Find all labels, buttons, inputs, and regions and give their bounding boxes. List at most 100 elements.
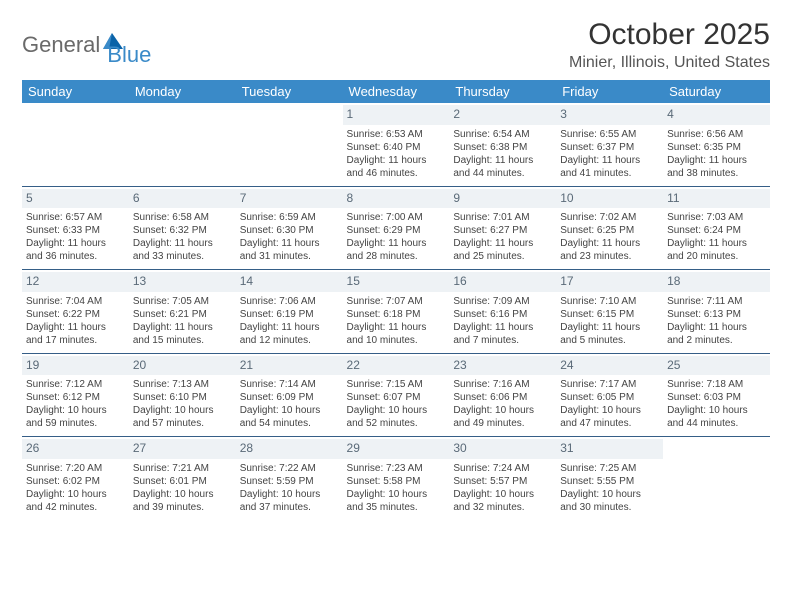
daylight-text: and 32 minutes. bbox=[453, 501, 552, 514]
sunrise-text: Sunrise: 7:02 AM bbox=[560, 211, 659, 224]
day-number: 1 bbox=[343, 105, 450, 125]
daylight-text: Daylight: 11 hours bbox=[347, 237, 446, 250]
day-cell: 6Sunrise: 6:58 AMSunset: 6:32 PMDaylight… bbox=[129, 186, 236, 270]
day-cell: 13Sunrise: 7:05 AMSunset: 6:21 PMDayligh… bbox=[129, 270, 236, 354]
sunrise-text: Sunrise: 7:15 AM bbox=[347, 378, 446, 391]
sunrise-text: Sunrise: 7:13 AM bbox=[133, 378, 232, 391]
day-cell: 7Sunrise: 6:59 AMSunset: 6:30 PMDaylight… bbox=[236, 186, 343, 270]
daylight-text: and 28 minutes. bbox=[347, 250, 446, 263]
sunset-text: Sunset: 6:40 PM bbox=[347, 141, 446, 154]
day-number: 5 bbox=[22, 189, 129, 209]
day-cell: 2Sunrise: 6:54 AMSunset: 6:38 PMDaylight… bbox=[449, 103, 556, 186]
day-cell: 23Sunrise: 7:16 AMSunset: 6:06 PMDayligh… bbox=[449, 353, 556, 437]
daylight-text: Daylight: 11 hours bbox=[133, 237, 232, 250]
day-cell: 30Sunrise: 7:24 AMSunset: 5:57 PMDayligh… bbox=[449, 437, 556, 520]
sunrise-text: Sunrise: 6:53 AM bbox=[347, 128, 446, 141]
daylight-text: Daylight: 11 hours bbox=[667, 154, 766, 167]
sunrise-text: Sunrise: 7:20 AM bbox=[26, 462, 125, 475]
daylight-text: and 33 minutes. bbox=[133, 250, 232, 263]
logo-text-blue: Blue bbox=[107, 42, 151, 68]
daylight-text: Daylight: 11 hours bbox=[453, 154, 552, 167]
daylight-text: Daylight: 10 hours bbox=[560, 404, 659, 417]
daylight-text: and 17 minutes. bbox=[26, 334, 125, 347]
day-number: 22 bbox=[343, 356, 450, 376]
daylight-text: and 7 minutes. bbox=[453, 334, 552, 347]
sunrise-text: Sunrise: 7:21 AM bbox=[133, 462, 232, 475]
sunrise-text: Sunrise: 6:58 AM bbox=[133, 211, 232, 224]
sunset-text: Sunset: 6:33 PM bbox=[26, 224, 125, 237]
sunrise-text: Sunrise: 6:59 AM bbox=[240, 211, 339, 224]
daylight-text: and 36 minutes. bbox=[26, 250, 125, 263]
dow-row: Sunday Monday Tuesday Wednesday Thursday… bbox=[22, 80, 770, 103]
day-number: 24 bbox=[556, 356, 663, 376]
day-number: 14 bbox=[236, 272, 343, 292]
sunset-text: Sunset: 6:13 PM bbox=[667, 308, 766, 321]
day-cell: 25Sunrise: 7:18 AMSunset: 6:03 PMDayligh… bbox=[663, 353, 770, 437]
week-row: 5 Sunrise: 6:57 AMSunset: 6:33 PM Daylight… bbox=[22, 186, 770, 270]
daylight-text: Daylight: 11 hours bbox=[347, 321, 446, 334]
daylight-text: Daylight: 11 hours bbox=[667, 237, 766, 250]
sunrise-text: Sunrise: 7:03 AM bbox=[667, 211, 766, 224]
daylight-text: and 31 minutes. bbox=[240, 250, 339, 263]
sunset-text: Sunset: 6:29 PM bbox=[347, 224, 446, 237]
dow-thursday: Thursday bbox=[449, 80, 556, 103]
daylight-text: and 41 minutes. bbox=[560, 167, 659, 180]
week-row: 26Sunrise: 7:20 AMSunset: 6:02 PMDayligh… bbox=[22, 437, 770, 520]
day-cell: 29Sunrise: 7:23 AMSunset: 5:58 PMDayligh… bbox=[343, 437, 450, 520]
sunset-text: Sunset: 6:01 PM bbox=[133, 475, 232, 488]
day-number: 19 bbox=[22, 356, 129, 376]
day-cell: 12Sunrise: 7:04 AMSunset: 6:22 PMDayligh… bbox=[22, 270, 129, 354]
sunset-text: Sunset: 6:03 PM bbox=[667, 391, 766, 404]
sunset-text: Sunset: 5:59 PM bbox=[240, 475, 339, 488]
sunrise-text: Sunrise: 6:56 AM bbox=[667, 128, 766, 141]
day-cell: 16Sunrise: 7:09 AMSunset: 6:16 PMDayligh… bbox=[449, 270, 556, 354]
day-number: 17 bbox=[556, 272, 663, 292]
daylight-text: and 57 minutes. bbox=[133, 417, 232, 430]
dow-sunday: Sunday bbox=[22, 80, 129, 103]
brand-logo: General Blue bbox=[22, 22, 151, 68]
day-cell: 24Sunrise: 7:17 AMSunset: 6:05 PMDayligh… bbox=[556, 353, 663, 437]
day-number: 8 bbox=[343, 189, 450, 209]
day-number: 9 bbox=[449, 189, 556, 209]
sunrise-text: Sunrise: 7:25 AM bbox=[560, 462, 659, 475]
daylight-text: Daylight: 10 hours bbox=[453, 488, 552, 501]
daylight-text: and 47 minutes. bbox=[560, 417, 659, 430]
day-number: 20 bbox=[129, 356, 236, 376]
sunset-text: Sunset: 6:19 PM bbox=[240, 308, 339, 321]
logo-text-general: General bbox=[22, 32, 100, 58]
day-cell: 10Sunrise: 7:02 AMSunset: 6:25 PMDayligh… bbox=[556, 186, 663, 270]
daylight-text: Daylight: 11 hours bbox=[560, 321, 659, 334]
daylight-text: and 23 minutes. bbox=[560, 250, 659, 263]
day-cell: 11Sunrise: 7:03 AMSunset: 6:24 PMDayligh… bbox=[663, 186, 770, 270]
daylight-text: Daylight: 11 hours bbox=[453, 237, 552, 250]
sunrise-text: Sunrise: 7:05 AM bbox=[133, 295, 232, 308]
day-cell bbox=[663, 437, 770, 520]
daylight-text: Daylight: 10 hours bbox=[26, 488, 125, 501]
sunrise-text: Sunrise: 7:06 AM bbox=[240, 295, 339, 308]
day-cell: 14Sunrise: 7:06 AMSunset: 6:19 PMDayligh… bbox=[236, 270, 343, 354]
daylight-text: and 44 minutes. bbox=[667, 417, 766, 430]
sunrise-text: Sunrise: 7:24 AM bbox=[453, 462, 552, 475]
sunset-text: Sunset: 5:55 PM bbox=[560, 475, 659, 488]
sunset-text: Sunset: 6:07 PM bbox=[347, 391, 446, 404]
calendar-body: 1Sunrise: 6:53 AMSunset: 6:40 PMDaylight… bbox=[22, 103, 770, 520]
dow-friday: Friday bbox=[556, 80, 663, 103]
day-cell: 21Sunrise: 7:14 AMSunset: 6:09 PMDayligh… bbox=[236, 353, 343, 437]
sunset-text: Sunset: 6:35 PM bbox=[667, 141, 766, 154]
sunset-text: Sunset: 6:37 PM bbox=[560, 141, 659, 154]
daylight-text: Daylight: 11 hours bbox=[347, 154, 446, 167]
day-number: 4 bbox=[663, 105, 770, 125]
month-title: October 2025 bbox=[569, 18, 770, 52]
sunrise-text: Sunrise: 7:14 AM bbox=[240, 378, 339, 391]
page: General Blue October 2025 Minier, Illino… bbox=[0, 0, 792, 530]
sunset-text: Sunset: 6:05 PM bbox=[560, 391, 659, 404]
day-number: 25 bbox=[663, 356, 770, 376]
day-cell: 22Sunrise: 7:15 AMSunset: 6:07 PMDayligh… bbox=[343, 353, 450, 437]
daylight-text: Daylight: 10 hours bbox=[347, 488, 446, 501]
calendar-table: Sunday Monday Tuesday Wednesday Thursday… bbox=[22, 80, 770, 520]
sunrise-text: Sunrise: 6:57 AM bbox=[26, 211, 125, 224]
day-cell: 28Sunrise: 7:22 AMSunset: 5:59 PMDayligh… bbox=[236, 437, 343, 520]
daylight-text: and 15 minutes. bbox=[133, 334, 232, 347]
day-cell: 17Sunrise: 7:10 AMSunset: 6:15 PMDayligh… bbox=[556, 270, 663, 354]
sunrise-text: Sunrise: 6:55 AM bbox=[560, 128, 659, 141]
